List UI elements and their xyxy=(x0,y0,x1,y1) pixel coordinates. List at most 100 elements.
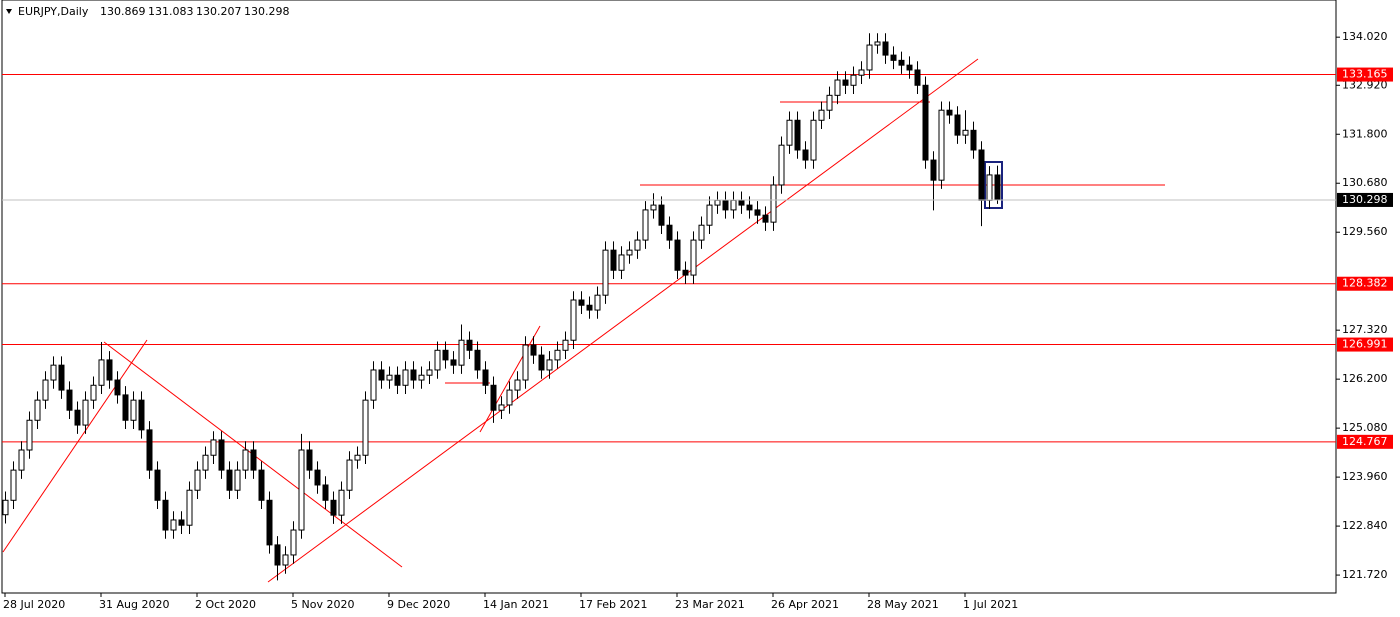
candle-body xyxy=(666,224,673,241)
candle-body xyxy=(506,389,513,406)
candle-body xyxy=(146,429,153,471)
x-tick-label: 2 Oct 2020 xyxy=(195,598,256,611)
candle-body xyxy=(450,359,457,366)
candle-body xyxy=(322,484,329,501)
candle-body xyxy=(714,199,721,206)
candle-body xyxy=(378,369,385,381)
candle-body xyxy=(394,374,401,386)
menu-arrow xyxy=(6,9,12,14)
level-label: 128.382 xyxy=(1342,277,1388,290)
highlight-box xyxy=(984,161,1003,209)
candle-body xyxy=(922,84,929,161)
candle-body xyxy=(762,214,769,223)
candle-body xyxy=(650,204,657,211)
x-tick-label: 17 Feb 2021 xyxy=(579,598,647,611)
y-tick-label: 126.200 xyxy=(1342,372,1388,385)
x-tick-label: 28 May 2021 xyxy=(867,598,939,611)
x-tick-label: 5 Nov 2020 xyxy=(291,598,354,611)
candle-body xyxy=(442,349,449,361)
level-label: 124.767 xyxy=(1342,435,1388,448)
candle-body xyxy=(186,489,193,526)
candle-body xyxy=(938,109,945,181)
candle-body xyxy=(706,204,713,226)
candle-body xyxy=(98,359,105,386)
x-tick-label: 26 Apr 2021 xyxy=(771,598,839,611)
y-tick-label: 125.080 xyxy=(1342,421,1388,434)
candle-body xyxy=(626,249,633,256)
y-tick-label: 121.720 xyxy=(1342,568,1388,581)
candle-body xyxy=(474,349,481,371)
candle-body xyxy=(498,404,505,411)
candle-body xyxy=(58,364,65,391)
level-label: 126.991 xyxy=(1342,338,1388,351)
candle-body xyxy=(802,149,809,161)
candle-body xyxy=(946,109,953,116)
candle-body xyxy=(314,469,321,486)
level-label-bg xyxy=(1337,276,1393,291)
candles xyxy=(2,33,1001,581)
candle-body xyxy=(882,41,889,56)
candle-body xyxy=(370,369,377,401)
candle-body xyxy=(858,69,865,76)
trend-line xyxy=(267,58,979,583)
candle-body xyxy=(906,64,913,71)
candle-body xyxy=(50,364,57,381)
candle-body xyxy=(234,469,241,491)
level-label-bg xyxy=(1337,67,1393,82)
candle-body xyxy=(962,129,969,136)
plot-frame xyxy=(1,0,1337,594)
y-tick-label: 129.560 xyxy=(1342,225,1388,238)
candle-body xyxy=(754,209,761,216)
candle-body xyxy=(594,294,601,311)
candle-body xyxy=(522,344,529,381)
ohlc-open: 130.869 xyxy=(100,5,146,18)
candle-body xyxy=(266,499,273,546)
drawn-objects xyxy=(2,58,1165,583)
candle-body xyxy=(842,79,849,86)
candle-body xyxy=(818,109,825,121)
bid-label: 130.298 xyxy=(1342,193,1388,206)
trend-line xyxy=(479,325,541,433)
level-label-bg xyxy=(1337,337,1393,352)
candle-body xyxy=(642,209,649,241)
candle-body xyxy=(914,69,921,86)
candle-body xyxy=(274,544,281,566)
ohlc-high: 131.083 xyxy=(148,5,194,18)
candle-body xyxy=(874,41,881,46)
x-tick-label: 9 Dec 2020 xyxy=(387,598,450,611)
candle-body xyxy=(138,399,145,431)
x-tick-label: 23 Mar 2021 xyxy=(675,598,745,611)
candle-body xyxy=(690,239,697,276)
candle-body xyxy=(746,204,753,211)
candle-body xyxy=(34,399,41,421)
candle-body xyxy=(18,449,25,471)
candle-body xyxy=(106,359,113,381)
candle-body xyxy=(466,339,473,351)
candle-body xyxy=(410,369,417,381)
candle-body xyxy=(810,119,817,161)
candle-body xyxy=(42,379,49,401)
x-tick-label: 14 Jan 2021 xyxy=(483,598,549,611)
candle-body xyxy=(226,469,233,491)
candle-body xyxy=(482,369,489,386)
candle-body xyxy=(202,454,209,471)
candle-body xyxy=(602,249,609,296)
x-tick-label: 31 Aug 2020 xyxy=(99,598,169,611)
candle-body xyxy=(162,499,169,531)
candle-body xyxy=(658,204,665,226)
ohlc-close: 130.298 xyxy=(244,5,290,18)
candle-body xyxy=(986,174,993,201)
candle-body xyxy=(298,449,305,531)
candle-body xyxy=(242,449,249,471)
candle-body xyxy=(618,254,625,271)
candle-body xyxy=(898,59,905,66)
candle-body xyxy=(330,499,337,516)
ohlc-low: 130.207 xyxy=(196,5,242,18)
candle-body xyxy=(10,469,17,501)
candle-body xyxy=(122,394,129,421)
y-tick-label: 123.960 xyxy=(1342,470,1388,483)
candle-body xyxy=(546,359,553,371)
candle-body xyxy=(722,199,729,211)
candle-body xyxy=(738,199,745,206)
candle-body xyxy=(978,149,985,201)
